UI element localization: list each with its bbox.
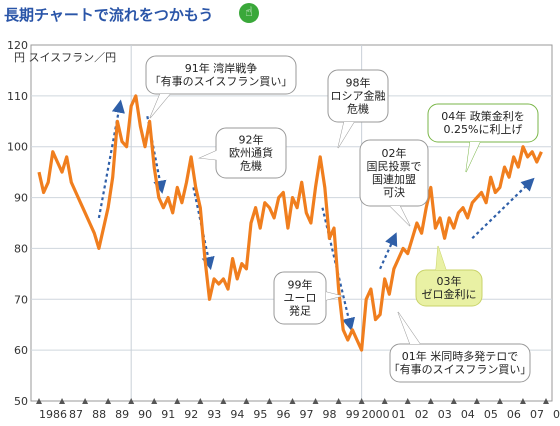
x-tick-marker xyxy=(220,398,227,404)
x-tick-label: 02 xyxy=(415,408,429,421)
x-tick-label: 98 xyxy=(323,408,337,421)
annotation-box xyxy=(427,103,539,143)
series-line xyxy=(37,94,543,352)
hand-pointer-icon[interactable]: ☝ xyxy=(239,3,259,23)
x-tick-label: 92 xyxy=(184,408,198,421)
x-tick-label: 97 xyxy=(300,408,314,421)
annotation-box xyxy=(415,269,483,307)
x-tick-label: 94 xyxy=(230,408,244,421)
x-tick-marker xyxy=(404,398,411,404)
x-tick-label: 96 xyxy=(276,408,290,421)
y-tick-label: 70 xyxy=(14,293,28,306)
annotation-text: ロシア金融 xyxy=(331,89,386,103)
annotation-text: 92年 xyxy=(239,133,264,147)
x-tick-marker xyxy=(36,398,42,404)
x-ticks: 1986 87 88 89 90 91 92 93 94 95 96 97 98 99 2000 01 02 03… xyxy=(36,398,560,421)
annotation-ann-01: 01年 米同時多発テロで「有事のスイスフラン買い」 xyxy=(389,311,532,383)
x-tick-marker xyxy=(312,398,319,404)
x-tick-label: 95 xyxy=(253,408,267,421)
annotation-text: ゼロ金利に xyxy=(422,287,477,301)
x-tick-label: 87 xyxy=(69,408,83,421)
annotation-text: 危機 xyxy=(347,102,369,116)
x-tick-marker xyxy=(335,398,342,404)
y-ticks: 50 60 70 80 90 100 110 120 xyxy=(7,39,28,408)
x-tick-label: 03 xyxy=(438,408,452,421)
x-tick-label: 04 xyxy=(461,408,475,421)
annotation-text: 発足 xyxy=(289,304,311,318)
y-tick-label: 50 xyxy=(14,395,28,408)
x-tick-label: 99 xyxy=(346,408,360,421)
x-tick-marker xyxy=(174,398,181,404)
annotation-text: 0.25%に利上げ xyxy=(444,123,523,136)
y-tick-label: 80 xyxy=(14,242,28,255)
x-tick-label: 91 xyxy=(161,408,175,421)
x-tick-marker xyxy=(243,398,250,404)
x-tick-marker xyxy=(82,398,89,404)
x-tick-marker xyxy=(427,398,434,404)
annotation-text: 01年 米同時多発テロで xyxy=(402,349,519,363)
x-tick-label: 1986 xyxy=(39,408,67,421)
annotation-text: 91年 湾岸戦争 xyxy=(185,61,258,75)
x-tick-label: 89 xyxy=(115,408,129,421)
y-tick-label: 90 xyxy=(14,192,28,205)
x-tick-marker xyxy=(473,398,480,404)
y-tick-label: 60 xyxy=(14,344,28,357)
x-tick-label: 90 xyxy=(138,408,152,421)
annotation-text: 可決 xyxy=(383,186,405,199)
x-tick-label: 01 xyxy=(392,408,406,421)
annotation-box xyxy=(327,69,389,123)
x-tick-marker xyxy=(151,398,158,404)
x-tick-marker xyxy=(543,398,549,404)
x-tick-marker xyxy=(128,398,135,404)
annotation-text: 「有事のスイスフラン買い」 xyxy=(389,362,532,376)
x-tick-label: 2000 xyxy=(362,408,390,421)
annotation-text: 欧州通貨 xyxy=(229,146,273,160)
annotation-text: 国民投票で xyxy=(367,159,422,173)
x-tick-marker xyxy=(266,398,273,404)
annotation-text: 99年 xyxy=(288,278,313,292)
y-axis-label: 円 スイスフラン／円 xyxy=(14,51,116,64)
x-tick-marker xyxy=(519,398,526,404)
x-tick-marker xyxy=(197,398,204,404)
x-tick-label: 06 xyxy=(507,408,521,421)
y-tick-label: 120 xyxy=(7,39,28,52)
x-tick-marker xyxy=(105,398,112,404)
x-tick-label: 93 xyxy=(207,408,221,421)
annotation-text: 「有事のスイスフラン買い」 xyxy=(150,74,293,88)
y-tick-label: 100 xyxy=(7,141,28,154)
x-tick-label: 88 xyxy=(92,408,106,421)
annotation-text: 02年 xyxy=(382,146,407,160)
annotation-text: 危機 xyxy=(240,159,262,173)
x-tick-marker xyxy=(289,398,296,404)
annotation-text: 98年 xyxy=(346,76,371,90)
annotation-box xyxy=(145,55,297,95)
x-tick-marker xyxy=(59,398,66,404)
y-tick-label: 110 xyxy=(7,90,28,103)
x-tick-label: 05 xyxy=(484,408,498,421)
annotation-text: 国連加盟 xyxy=(372,172,416,186)
x-tick-label: 08 xyxy=(553,408,560,421)
trend-arrow xyxy=(471,177,535,240)
annotation-text: 04年 政策金利を xyxy=(441,109,525,123)
page-title: 長期チャートで流れをつかもう xyxy=(4,6,214,24)
trend-arrow xyxy=(97,99,125,219)
annotation-text: ユーロ xyxy=(284,292,317,305)
x-tick-marker xyxy=(381,398,388,404)
annotations: 91年 湾岸戦争「有事のスイスフラン買い」92年欧州通貨危機98年ロシア金融危機… xyxy=(145,55,539,383)
x-tick-label: 07 xyxy=(530,408,544,421)
annotation-box xyxy=(389,343,531,383)
annotation-ann-91: 91年 湾岸戦争「有事のスイスフラン買い」 xyxy=(145,55,297,119)
x-tick-marker xyxy=(496,398,503,404)
x-tick-marker xyxy=(358,398,365,404)
x-tick-marker xyxy=(450,398,457,404)
annotation-text: 03年 xyxy=(437,274,462,288)
